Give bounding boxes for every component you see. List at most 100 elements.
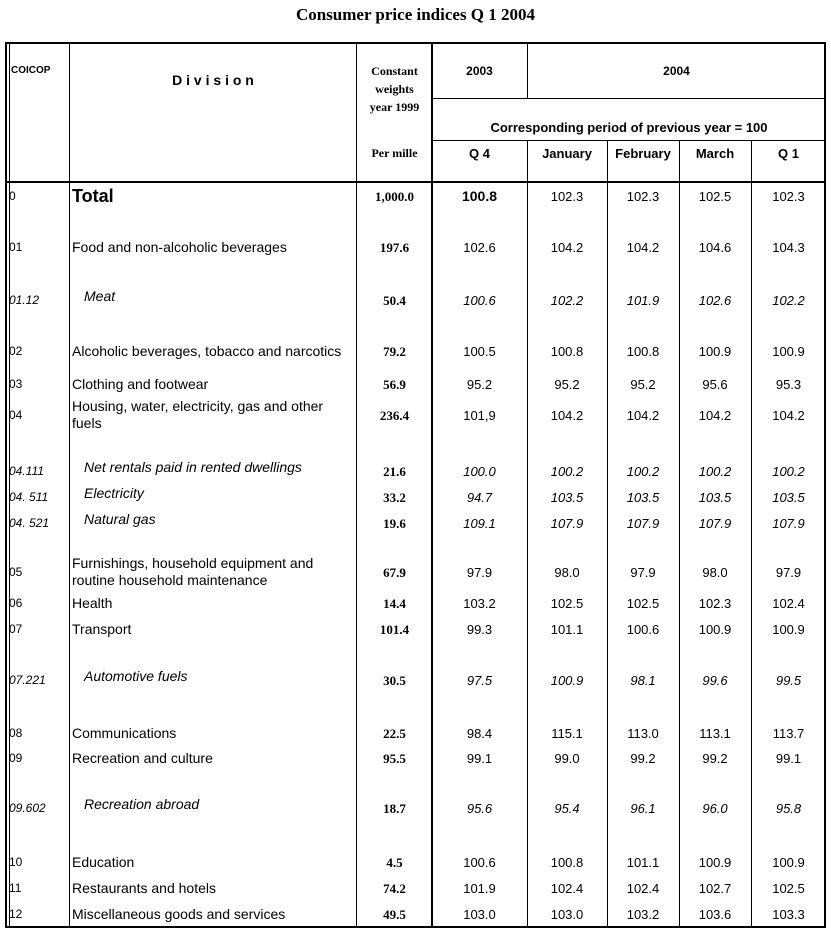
row-index: 97.5 — [466, 673, 493, 688]
row-index: 103.2 — [463, 596, 496, 611]
header-column: January — [542, 146, 592, 161]
row-weight: 74.2 — [383, 881, 406, 896]
row-code: 11 — [9, 881, 22, 895]
row-index: 99.3 — [466, 622, 493, 637]
border — [607, 140, 608, 928]
row-division: Recreation and culture — [72, 749, 213, 766]
row-index: 100.9 — [550, 673, 584, 688]
border — [5, 926, 826, 928]
row-index: 103.3 — [772, 907, 805, 922]
row-index: 100.8 — [550, 855, 584, 870]
row-index: 102.4 — [772, 596, 805, 611]
row-index: 102.5 — [550, 596, 584, 611]
row-division: Total — [72, 185, 114, 206]
row-division: Natural gas — [84, 510, 156, 527]
row-index: 95.6 — [702, 377, 728, 392]
row-index: 100.9 — [772, 855, 805, 870]
row-code: 07 — [9, 622, 23, 636]
row-division: Alcoholic beverages, tobacco and narcoti… — [72, 342, 342, 359]
row-index: 100.2 — [550, 464, 584, 479]
row-weight: 18.7 — [383, 801, 406, 816]
row-weight: 33.2 — [383, 490, 406, 505]
row-division: Furnishings, household equipment and rou… — [72, 555, 314, 588]
row-index: 95.6 — [466, 801, 493, 816]
row-index: 103.5 — [698, 490, 732, 505]
border — [5, 42, 826, 44]
border — [527, 42, 528, 98]
row-index: 102.5 — [626, 596, 660, 611]
row-weight: 1,000.0 — [375, 189, 414, 204]
row-index: 95.2 — [630, 377, 656, 392]
row-index: 95.8 — [775, 801, 802, 816]
row-code: 12 — [9, 907, 23, 921]
row-index: 100.8 — [461, 188, 498, 204]
row-code: 04. 521 — [9, 516, 50, 530]
row-index: 98.4 — [466, 726, 493, 741]
row-index: 104.2 — [550, 240, 584, 255]
border — [432, 140, 826, 141]
row-code: 03 — [9, 377, 23, 391]
row-index: 104.2 — [550, 408, 584, 423]
row-index: 95.2 — [554, 377, 580, 392]
row-index: 100.8 — [626, 344, 660, 359]
border — [751, 140, 752, 928]
row-code: 05 — [9, 565, 23, 579]
row-division: Miscellaneous goods and services — [72, 905, 286, 922]
title: Consumer price indices Q 1 2004 — [295, 5, 536, 24]
row-index: 103.5 — [626, 490, 660, 505]
row-index: 100.9 — [772, 344, 805, 359]
row-division: Clothing and footwear — [72, 375, 209, 392]
border — [432, 98, 826, 99]
header-coicop: COICOP — [11, 65, 51, 76]
row-index: 100.8 — [550, 344, 584, 359]
row-weight: 95.5 — [383, 751, 406, 766]
row-index: 101.1 — [550, 622, 584, 637]
row-index: 102.3 — [626, 189, 660, 204]
row-division: Transport — [72, 620, 132, 637]
row-division: Communications — [72, 724, 177, 741]
header-column: February — [615, 146, 671, 161]
row-code: 09.602 — [9, 801, 46, 815]
row-weight: 4.5 — [386, 855, 403, 870]
row-index: 115.1 — [551, 726, 583, 741]
row-weight: 30.5 — [383, 673, 406, 688]
border — [5, 42, 7, 928]
row-index: 98.1 — [630, 673, 656, 688]
row-division: Restaurants and hotels — [72, 879, 216, 896]
row-index: 101,9 — [463, 408, 496, 423]
row-index: 101.9 — [626, 293, 660, 308]
row-weight: 197.6 — [379, 240, 410, 255]
row-index: 101.9 — [463, 881, 496, 896]
row-index: 103.0 — [463, 907, 496, 922]
row-code: 04. 511 — [9, 490, 49, 504]
row-index: 104.2 — [626, 240, 660, 255]
header-column: March — [695, 146, 735, 161]
row-weight: 67.9 — [383, 565, 406, 580]
row-weight: 14.4 — [383, 596, 406, 611]
row-index: 94.7 — [466, 490, 493, 505]
row-weight: 236.4 — [379, 408, 410, 423]
row-weight: 101.4 — [379, 622, 410, 637]
row-division: Health — [72, 594, 113, 611]
row-index: 98.0 — [702, 565, 728, 580]
row-index: 102.4 — [550, 881, 584, 896]
row-index: 107.9 — [626, 516, 660, 531]
header-division: D i v i s i o n — [172, 72, 254, 88]
row-index: 102.4 — [626, 881, 660, 896]
row-index: 109.1 — [463, 516, 496, 531]
row-division: Housing, water, electricity, gas and oth… — [72, 398, 324, 431]
border — [824, 42, 826, 928]
row-division: Net rentals paid in rented dwellings — [84, 458, 302, 475]
row-code: 09 — [9, 751, 23, 765]
row-index: 102.6 — [463, 240, 496, 255]
row-index: 100.6 — [463, 293, 496, 308]
border — [5, 181, 826, 183]
row-index: 99.2 — [702, 751, 728, 766]
row-index: 95.3 — [775, 377, 802, 392]
row-division: Automotive fuels — [84, 667, 188, 684]
border — [356, 42, 357, 928]
border — [69, 42, 70, 928]
row-weight: 19.6 — [383, 516, 406, 531]
row-index: 99.1 — [775, 751, 802, 766]
